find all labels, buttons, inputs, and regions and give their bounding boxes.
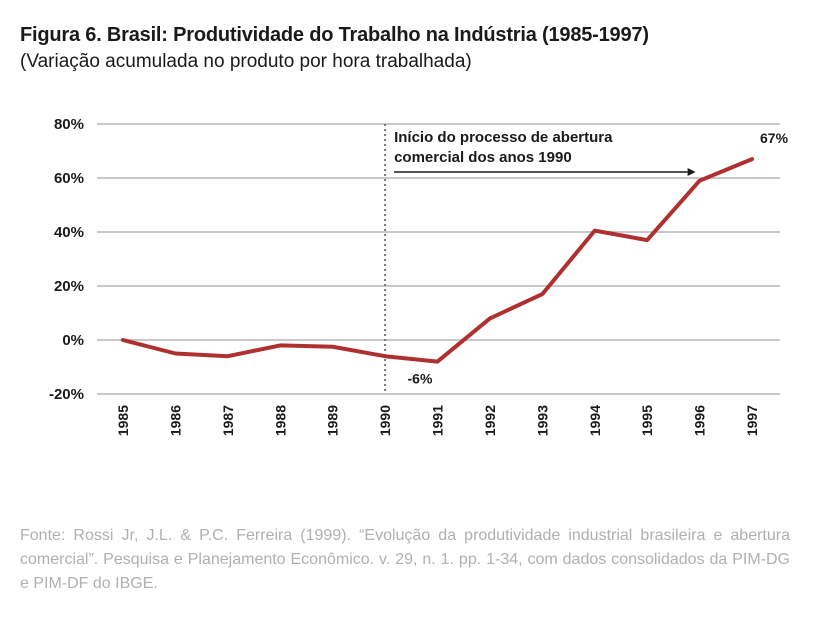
chart-title: Figura 6. Brasil: Produtividade do Traba… <box>20 24 649 46</box>
annotation-line-1: Início do processo de abertura <box>394 129 613 146</box>
chart-subtitle: (Variação acumulada no produto por hora … <box>20 51 472 72</box>
x-tick-label: 1987 <box>220 405 236 436</box>
x-tick-label: 1994 <box>587 405 603 436</box>
series-points <box>122 159 753 362</box>
grid-lines <box>97 123 780 395</box>
y-tick-label: 0% <box>62 332 84 349</box>
line-chart: -20%0%20%40%60%80% 1985 1986 1987 1988 1989 1… <box>49 116 789 436</box>
y-axis-ticks: -20% 0% 20% 40% 60% 80% <box>49 116 84 403</box>
annotation-line-2: comercial dos anos 1990 <box>394 149 572 166</box>
x-tick-label: 1986 <box>167 405 183 436</box>
x-tick-label: 1991 <box>430 405 446 436</box>
data-label-1997: 67% <box>760 130 789 146</box>
x-tick-label: 1997 <box>744 405 760 436</box>
x-tick-label: 1993 <box>534 405 550 436</box>
data-label-1991: -6% <box>408 371 433 387</box>
x-tick-label: 1990 <box>377 405 393 436</box>
y-tick-label: 80% <box>54 116 84 133</box>
x-tick-label: 1985 <box>115 405 131 436</box>
x-tick-label: 1988 <box>272 405 288 436</box>
x-tick-label: 1996 <box>692 405 708 436</box>
y-tick-label: 20% <box>54 278 84 295</box>
y-tick-label: -20% <box>49 386 84 403</box>
annotation-arrowhead <box>687 168 696 176</box>
x-tick-label: 1995 <box>639 405 655 436</box>
y-tick-label: 60% <box>54 170 84 187</box>
x-tick-label: 1989 <box>325 405 341 436</box>
y-tick-label: 40% <box>54 224 84 241</box>
x-tick-label: 1992 <box>482 405 498 436</box>
source-note: Fonte: Rossi Jr, J.L. & P.C. Ferreira (1… <box>20 527 790 592</box>
productivity-series-line <box>121 157 754 364</box>
x-axis-ticks: 1985 1986 1987 1988 1989 1990 1991 1992 1993 1994… <box>115 405 760 436</box>
